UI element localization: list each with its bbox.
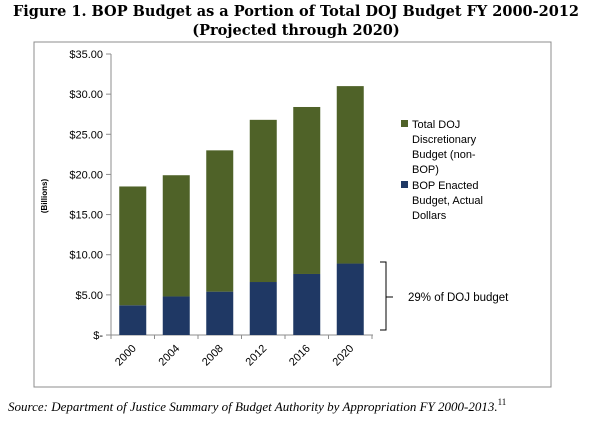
- figure-title-line2: (Projected through 2020): [192, 22, 400, 39]
- x-tick-label: 2012: [244, 343, 270, 369]
- chart-border: [33, 41, 552, 388]
- x-tick-label: 2020: [331, 343, 357, 369]
- x-axis-ticks: 2000 2004 2008 2012 2016 2020: [110, 335, 373, 369]
- bar-segment-bop: [293, 273, 321, 335]
- bar-segment-bop: [206, 291, 234, 335]
- y-tick-label: $15.00: [69, 210, 103, 222]
- annotation-text: 29% of DOJ budget: [408, 292, 509, 304]
- y-tick-label: $30.00: [69, 89, 103, 101]
- legend-swatch-bop: [401, 181, 408, 188]
- y-tick-label: $35.00: [69, 49, 103, 61]
- y-tick-label: $-: [93, 330, 103, 342]
- x-tick-label: 2000: [113, 343, 139, 369]
- bar-segment-doj-non-bop: [206, 150, 234, 292]
- source-text: Source: Department of Justice Summary of…: [8, 399, 498, 414]
- legend-label: Budget, Actual: [412, 195, 483, 207]
- legend-label: Budget (non-: [412, 149, 476, 161]
- bar-segment-doj-non-bop: [249, 119, 277, 283]
- bar-segment-bop: [162, 296, 190, 335]
- annotation-bracket: 29% of DOJ budget: [380, 261, 509, 331]
- y-tick-label: $5.00: [75, 290, 103, 302]
- x-tick-label: 2008: [200, 343, 226, 369]
- bar-segment-bop: [249, 282, 277, 335]
- y-axis-ticks: $- $5.00 $10.00 $15.00 $20.00 $25.00 $30.00 $35…: [69, 49, 111, 342]
- y-axis-label: (Billions): [40, 179, 49, 214]
- figure-title-line1: Figure 1. BOP Budget as a Portion of Tot…: [12, 3, 580, 20]
- source-footnote: 11: [497, 397, 507, 407]
- bar-segment-doj-non-bop: [336, 86, 364, 264]
- bar-segment-bop: [336, 263, 364, 335]
- legend-label: BOP Enacted: [412, 180, 478, 192]
- figure-title: Figure 1. BOP Budget as a Portion of Tot…: [0, 2, 592, 40]
- bar-segment-bop: [119, 305, 147, 335]
- legend-label: Discretionary: [412, 134, 477, 146]
- bar-segment-doj-non-bop: [119, 186, 147, 306]
- y-tick-label: $20.00: [69, 169, 103, 181]
- x-tick-label: 2016: [287, 343, 313, 369]
- bars: [119, 86, 364, 335]
- legend-label: Dollars: [412, 210, 447, 222]
- legend-swatch-doj: [401, 120, 408, 127]
- legend-label: BOP): [412, 164, 439, 176]
- bar-segment-doj-non-bop: [293, 106, 321, 274]
- bar-segment-doj-non-bop: [162, 175, 190, 297]
- legend-label: Total DOJ: [412, 119, 460, 131]
- bracket-line: [380, 261, 387, 331]
- source-note: Source: Department of Justice Summary of…: [8, 397, 592, 415]
- x-tick-label: 2004: [157, 343, 183, 369]
- legend: Total DOJ Discretionary Budget (non- BOP) BO…: [401, 119, 483, 222]
- y-tick-label: $10.00: [69, 250, 103, 262]
- y-tick-label: $25.00: [69, 129, 103, 141]
